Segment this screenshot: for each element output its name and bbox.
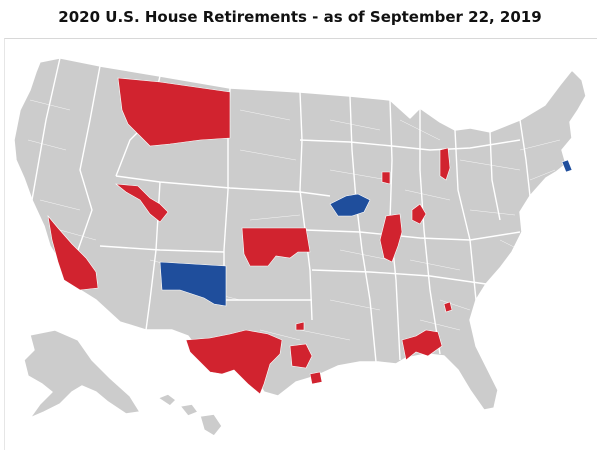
- district-lines: [27, 99, 561, 341]
- california-district: [47, 214, 99, 291]
- massachusetts-district: [561, 159, 573, 173]
- indiana-district: [411, 203, 427, 225]
- utah-district: [115, 183, 169, 223]
- texas-district: [185, 329, 283, 395]
- texas-district-2: [289, 343, 313, 369]
- alabama-district: [401, 329, 443, 361]
- michigan-district: [439, 147, 451, 181]
- republican-retirements: [47, 77, 453, 395]
- map-frame: [4, 38, 597, 450]
- map-title: 2020 U.S. House Retirements - as of Sept…: [58, 8, 542, 26]
- illinois-district: [379, 213, 403, 263]
- alaska: [23, 329, 141, 419]
- arkansas-district: [295, 321, 305, 331]
- iowa-district: [329, 193, 371, 217]
- kansas-district: [241, 227, 311, 267]
- georgia-district: [443, 301, 453, 313]
- wisconsin-district: [381, 171, 391, 185]
- hawaii: [157, 393, 223, 437]
- montana-district: [117, 77, 231, 147]
- new-mexico-district: [159, 261, 227, 307]
- texas-district-3: [309, 371, 323, 385]
- democratic-retirements: [159, 159, 573, 307]
